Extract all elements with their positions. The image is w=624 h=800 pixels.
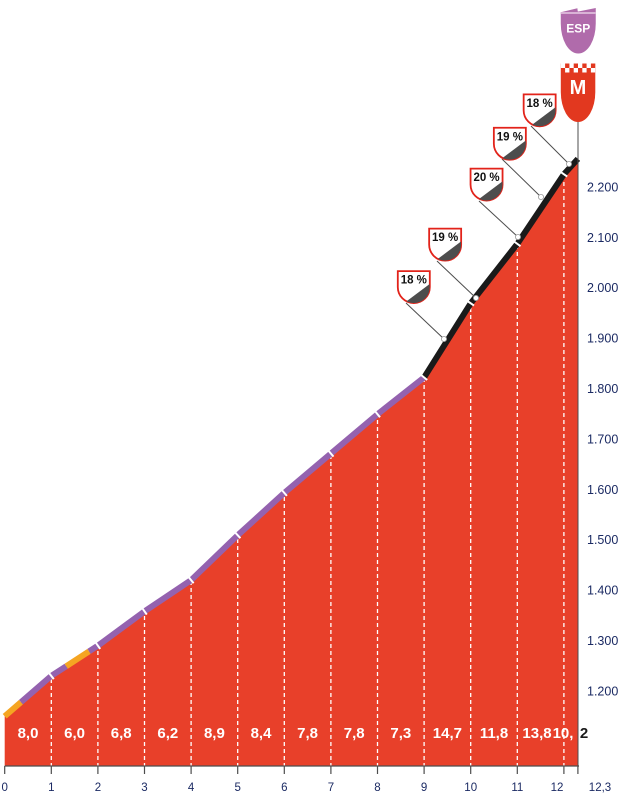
svg-text:6: 6 [281, 782, 287, 794]
svg-text:1.400: 1.400 [587, 584, 618, 598]
svg-text:2: 2 [580, 725, 588, 742]
svg-text:5: 5 [234, 782, 240, 794]
svg-text:8,0: 8,0 [18, 725, 39, 742]
svg-text:1.200: 1.200 [587, 685, 618, 699]
svg-text:2.200: 2.200 [587, 180, 618, 194]
svg-text:4: 4 [188, 782, 195, 794]
svg-text:18 %: 18 % [527, 98, 553, 110]
svg-text:8,9: 8,9 [204, 725, 225, 742]
svg-text:7,8: 7,8 [344, 725, 365, 742]
svg-text:14,7: 14,7 [433, 725, 462, 742]
svg-text:11,8: 11,8 [480, 725, 508, 742]
svg-text:7: 7 [328, 782, 334, 794]
svg-text:6,8: 6,8 [111, 725, 132, 742]
svg-text:7,3: 7,3 [390, 725, 411, 742]
svg-text:2.100: 2.100 [587, 231, 618, 245]
svg-text:2: 2 [95, 782, 101, 794]
svg-text:8,4: 8,4 [251, 725, 273, 742]
svg-text:1: 1 [48, 782, 54, 794]
svg-text:19 %: 19 % [497, 131, 523, 143]
svg-text:1.700: 1.700 [587, 432, 618, 446]
svg-text:10: 10 [464, 782, 477, 794]
svg-text:6,2: 6,2 [157, 725, 178, 742]
svg-text:1.900: 1.900 [587, 332, 618, 346]
svg-text:1.500: 1.500 [587, 533, 618, 547]
svg-text:9: 9 [421, 782, 427, 794]
svg-text:1.300: 1.300 [587, 634, 618, 648]
svg-text:12: 12 [551, 782, 564, 794]
svg-text:13,8: 13,8 [522, 725, 551, 742]
svg-text:7,8: 7,8 [297, 725, 318, 742]
svg-text:2.000: 2.000 [587, 281, 618, 295]
svg-text:3: 3 [141, 782, 147, 794]
svg-text:18 %: 18 % [401, 275, 427, 287]
svg-text:11: 11 [511, 782, 523, 794]
svg-text:6,0: 6,0 [64, 725, 85, 742]
svg-text:10,: 10, [553, 725, 574, 742]
svg-text:8: 8 [374, 782, 380, 794]
svg-text:0: 0 [1, 782, 7, 794]
svg-text:ESP: ESP [566, 22, 590, 36]
svg-text:M: M [570, 77, 587, 99]
svg-text:19 %: 19 % [432, 232, 458, 244]
svg-text:1.600: 1.600 [587, 483, 618, 497]
svg-text:20 %: 20 % [473, 172, 499, 184]
svg-text:12,3: 12,3 [589, 782, 611, 794]
svg-text:1.800: 1.800 [587, 382, 618, 396]
